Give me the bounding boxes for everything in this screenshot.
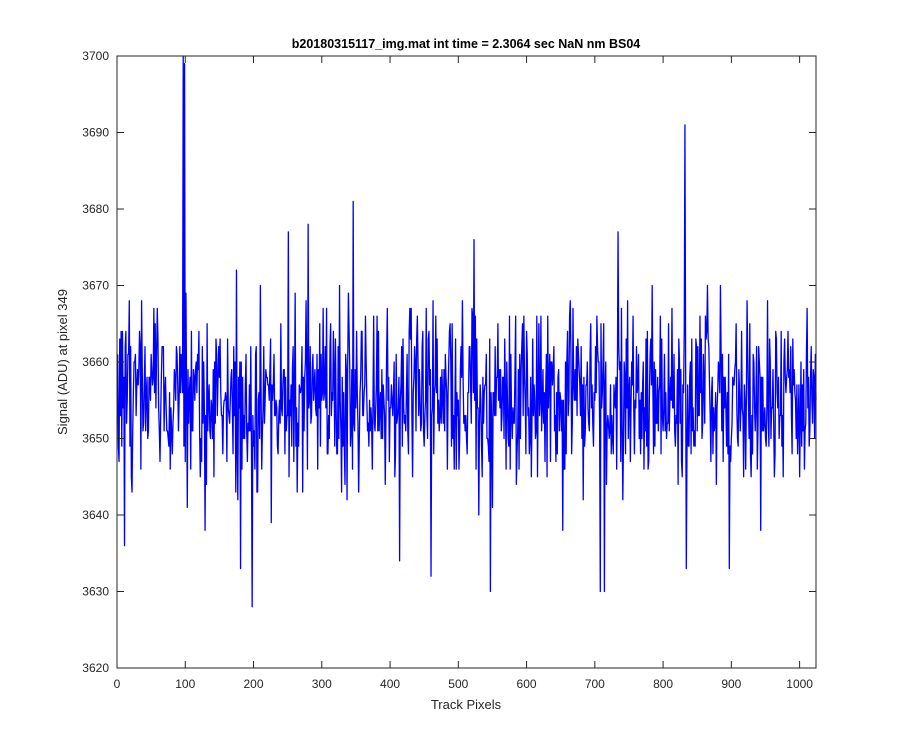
x-tick-label: 500 [448, 677, 468, 691]
y-tick-label: 3680 [82, 202, 109, 216]
y-tick-label: 3650 [82, 432, 109, 446]
y-tick-label: 3700 [82, 49, 109, 63]
series-line-0 [117, 55, 817, 608]
x-axis-label: Track Pixels [431, 697, 502, 712]
y-tick-label: 3690 [82, 126, 109, 140]
x-tick-label: 0 [114, 677, 121, 691]
y-tick-label: 3630 [82, 585, 109, 599]
y-tick-label: 3660 [82, 355, 109, 369]
x-tick-label: 800 [653, 677, 673, 691]
y-tick-label: 3670 [82, 279, 109, 293]
x-tick-label: 900 [721, 677, 741, 691]
plot-area [117, 56, 816, 668]
x-tick-label: 200 [244, 677, 264, 691]
chart-title: b20180315117_img.mat int time = 2.3064 s… [292, 37, 641, 51]
x-tick-label: 700 [585, 677, 605, 691]
y-tick-label: 3620 [82, 661, 109, 675]
x-tick-label: 100 [175, 677, 195, 691]
y-axis-ticks: 3620 3630 3640 3650 3660 3670 3680 3690 3700 [82, 49, 816, 675]
x-axis-ticks: 0 100 200 300 400 500 600 700 800 900 1000 [114, 56, 813, 691]
x-tick-label: 400 [380, 677, 400, 691]
x-tick-label: 600 [517, 677, 537, 691]
series-layer [117, 55, 817, 608]
x-tick-label: 1000 [786, 677, 813, 691]
x-tick-label: 300 [312, 677, 332, 691]
y-axis-label: Signal (ADU) at pixel 349 [55, 289, 70, 435]
y-tick-label: 3640 [82, 508, 109, 522]
